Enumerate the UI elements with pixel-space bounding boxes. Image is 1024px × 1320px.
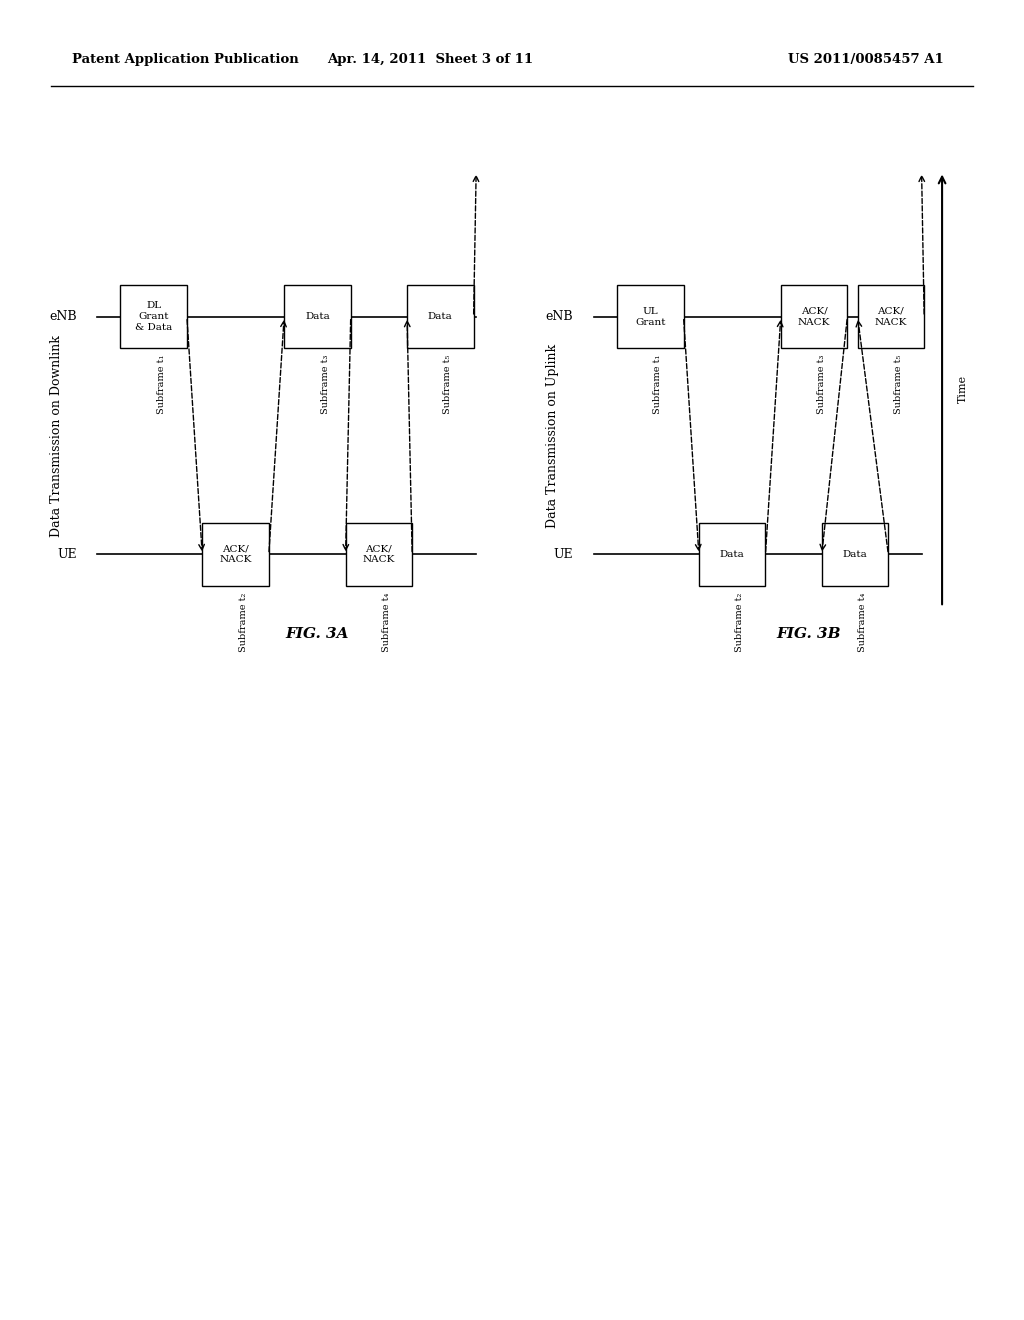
Text: Data Transmission on Downlink: Data Transmission on Downlink xyxy=(50,335,62,536)
Text: eNB: eNB xyxy=(546,310,573,323)
Text: Data: Data xyxy=(843,550,867,558)
FancyBboxPatch shape xyxy=(284,285,350,348)
Text: Subframe t₄: Subframe t₄ xyxy=(858,593,867,652)
Text: ACK/
NACK: ACK/ NACK xyxy=(874,306,907,327)
Text: Subframe t₅: Subframe t₅ xyxy=(443,355,453,414)
Text: FIG. 3A: FIG. 3A xyxy=(286,627,349,640)
FancyBboxPatch shape xyxy=(407,285,473,348)
Text: Subframe t₃: Subframe t₃ xyxy=(817,355,826,414)
Text: Data Transmission on Uplink: Data Transmission on Uplink xyxy=(547,343,559,528)
Text: Patent Application Publication: Patent Application Publication xyxy=(72,53,298,66)
Text: US 2011/0085457 A1: US 2011/0085457 A1 xyxy=(788,53,944,66)
FancyBboxPatch shape xyxy=(203,523,268,586)
Text: Subframe t₄: Subframe t₄ xyxy=(382,593,391,652)
Text: FIG. 3B: FIG. 3B xyxy=(777,627,841,640)
FancyBboxPatch shape xyxy=(821,523,888,586)
Text: Subframe t₂: Subframe t₂ xyxy=(239,593,248,652)
Text: Data: Data xyxy=(720,550,744,558)
Text: eNB: eNB xyxy=(49,310,77,323)
FancyBboxPatch shape xyxy=(616,285,684,348)
Text: Data: Data xyxy=(305,313,330,321)
FancyBboxPatch shape xyxy=(698,523,766,586)
Text: ACK/
NACK: ACK/ NACK xyxy=(219,544,252,565)
FancyBboxPatch shape xyxy=(781,285,848,348)
Text: UE: UE xyxy=(554,548,573,561)
Text: Apr. 14, 2011  Sheet 3 of 11: Apr. 14, 2011 Sheet 3 of 11 xyxy=(327,53,534,66)
Text: Subframe t₁: Subframe t₁ xyxy=(157,355,166,414)
Text: Subframe t₃: Subframe t₃ xyxy=(321,355,330,414)
Text: Subframe t₅: Subframe t₅ xyxy=(894,355,903,414)
Text: Time: Time xyxy=(957,375,968,404)
Text: UL
Grant: UL Grant xyxy=(635,306,666,327)
Text: DL
Grant
& Data: DL Grant & Data xyxy=(135,301,172,333)
FancyBboxPatch shape xyxy=(121,285,186,348)
Text: Data: Data xyxy=(428,313,453,321)
Text: ACK/
NACK: ACK/ NACK xyxy=(798,306,830,327)
Text: UE: UE xyxy=(57,548,77,561)
Text: ACK/
NACK: ACK/ NACK xyxy=(362,544,395,565)
Text: Subframe t₁: Subframe t₁ xyxy=(653,355,663,414)
Text: Subframe t₂: Subframe t₂ xyxy=(735,593,744,652)
FancyBboxPatch shape xyxy=(858,285,925,348)
FancyBboxPatch shape xyxy=(346,523,412,586)
